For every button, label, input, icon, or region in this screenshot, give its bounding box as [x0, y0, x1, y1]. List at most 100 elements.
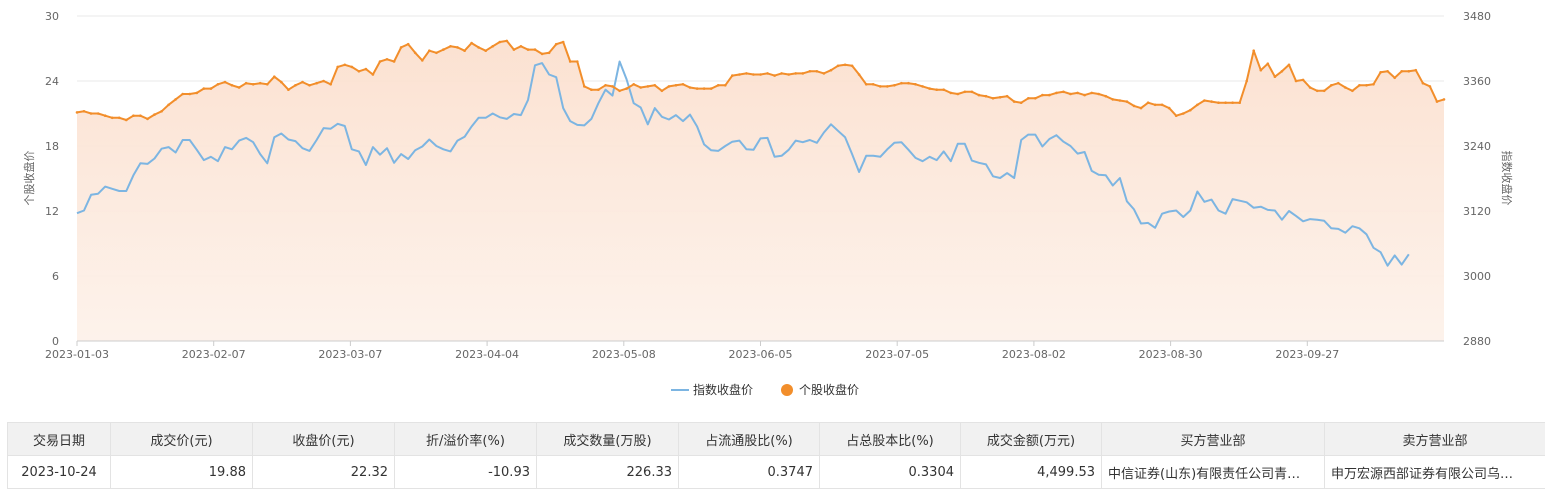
stock-point [836, 64, 840, 68]
stock-point [1294, 79, 1298, 83]
stock-point [273, 75, 276, 78]
stock-point [547, 51, 551, 55]
stock-point [1125, 100, 1129, 103]
y-right-tick-label: 3120 [1463, 205, 1491, 218]
stock-point [1386, 70, 1389, 73]
stock-point [879, 85, 882, 88]
stock-point [1019, 101, 1023, 104]
stock-point [1308, 86, 1312, 89]
stock-point [1160, 103, 1164, 107]
y-right-tick-label: 2880 [1463, 335, 1491, 348]
stock-point [385, 58, 389, 61]
legend-stock-label: 个股收盘价 [799, 382, 859, 397]
stock-point [1231, 101, 1234, 104]
cell-buyer[interactable]: 中信证券(山东)有限责任公司青… [1101, 455, 1325, 489]
stock-point [822, 72, 826, 75]
stock-point [632, 83, 635, 86]
stock-point [118, 116, 121, 120]
stock-point [75, 111, 79, 114]
stock-point [378, 60, 382, 63]
left-axis-title: 个股收盘价 [22, 151, 36, 206]
stock-point [752, 73, 755, 76]
stock-point [1118, 99, 1122, 102]
stock-point [1182, 112, 1185, 115]
stock-point [1365, 84, 1368, 87]
stock-point [110, 116, 114, 120]
stock-point [540, 52, 544, 56]
stock-point [738, 73, 741, 76]
y-right-tick-label: 3000 [1463, 270, 1491, 283]
stock-point [456, 46, 459, 49]
stock-point [724, 84, 727, 87]
legend-item-stock[interactable]: 个股收盘价 [781, 382, 859, 397]
stock-point [949, 91, 953, 95]
stock-point [893, 84, 896, 87]
stock-point [322, 79, 325, 83]
stock-point [1315, 89, 1319, 93]
legend-item-index[interactable]: 指数收盘价 [671, 382, 753, 397]
stock-point [857, 73, 861, 76]
stock-point [1041, 93, 1044, 97]
stock-point [406, 42, 410, 46]
stock-point [829, 68, 833, 72]
stock-point [125, 118, 128, 122]
cell-seller[interactable]: 申万宏源西部证券有限公司乌… [1324, 455, 1545, 489]
stock-point [181, 92, 184, 96]
header-close-price: 收盘价(元) [252, 422, 395, 456]
stock-point [561, 40, 565, 44]
stock-point [921, 85, 924, 88]
stock-point [914, 83, 917, 86]
stock-point [709, 87, 713, 90]
stock-point [1167, 106, 1171, 110]
stock-point [1076, 91, 1079, 95]
y-left-tick-label: 0 [52, 335, 59, 348]
y-left-tick-label: 6 [52, 270, 59, 283]
stock-point [731, 74, 734, 77]
stock-point [1055, 91, 1058, 95]
stock-point [1189, 108, 1192, 112]
header-amount: 成交金额(万元) [960, 422, 1102, 456]
stock-point [195, 91, 199, 95]
x-tick-label: 2023-09-27 [1275, 348, 1339, 361]
x-tick-label: 2023-05-08 [592, 348, 656, 361]
stock-point [1139, 106, 1143, 110]
stock-point [505, 39, 509, 43]
stock-point [301, 80, 304, 84]
stock-point [1435, 100, 1439, 103]
stock-point [1351, 89, 1354, 93]
stock-point [1210, 100, 1213, 103]
stock-point [160, 110, 163, 113]
stock-point [139, 114, 142, 117]
stock-point [815, 70, 819, 73]
stock-point [146, 117, 149, 121]
stock-point [907, 81, 910, 85]
cell-amount: 4,499.53 [960, 455, 1102, 489]
stock-point [1259, 68, 1263, 72]
stock-point [442, 48, 445, 51]
stock-point [646, 85, 650, 88]
header-premium-rate: 折/溢价率(%) [394, 422, 537, 456]
left-axis-ticks: 0 6 12 18 24 30 [45, 10, 59, 348]
stock-point [343, 63, 347, 67]
stock-point [681, 83, 685, 86]
stock-point [491, 45, 495, 48]
y-left-tick-label: 12 [45, 205, 59, 218]
stock-point [371, 73, 375, 76]
block-trade-table: 交易日期 成交价(元) 收盘价(元) 折/溢价率(%) 成交数量(万股) 占流通… [7, 422, 1545, 489]
stock-point [350, 65, 354, 69]
stock-point [1174, 114, 1178, 117]
y-right-tick-label: 3360 [1463, 75, 1491, 88]
stock-point [780, 72, 783, 75]
cell-total-ratio: 0.3304 [819, 455, 961, 489]
legend: 指数收盘价 个股收盘价 [671, 382, 859, 397]
stock-point [801, 72, 805, 75]
stock-point [1062, 90, 1065, 94]
stock-point [167, 103, 170, 107]
stock-point [773, 74, 776, 77]
right-axis-title: 指数收盘价 [1500, 151, 1514, 206]
stock-point [364, 67, 368, 71]
y-left-tick-label: 24 [45, 75, 59, 88]
cell-float-ratio: 0.3747 [678, 455, 820, 489]
stock-point [886, 85, 889, 88]
stock-point [667, 85, 671, 88]
